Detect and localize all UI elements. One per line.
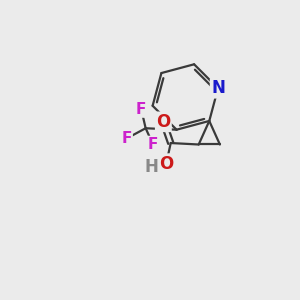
Text: F: F bbox=[148, 137, 158, 152]
Text: H: H bbox=[144, 158, 158, 175]
Text: N: N bbox=[211, 79, 225, 97]
Text: F: F bbox=[136, 102, 146, 117]
Text: F: F bbox=[121, 131, 132, 146]
Text: O: O bbox=[159, 154, 173, 172]
Text: O: O bbox=[156, 113, 170, 131]
